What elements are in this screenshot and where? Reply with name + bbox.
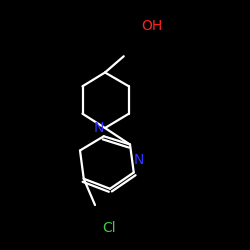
Text: Cl: Cl <box>102 220 116 234</box>
Text: OH: OH <box>141 19 163 33</box>
Text: N: N <box>94 121 104 135</box>
Text: N: N <box>134 154 144 168</box>
